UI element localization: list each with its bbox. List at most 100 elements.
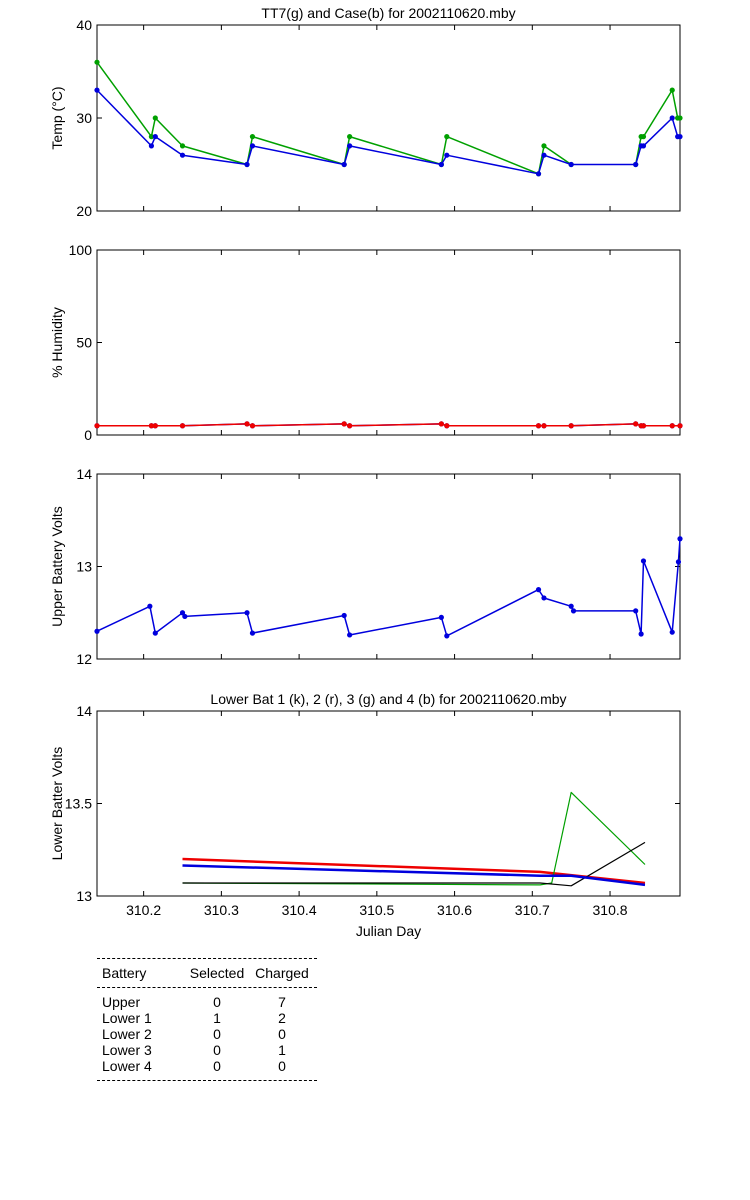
- data-point: [568, 161, 574, 168]
- data-point: [640, 134, 647, 140]
- row-selected: 0: [213, 1026, 221, 1042]
- data-point: [341, 421, 347, 427]
- data-point: [438, 421, 444, 427]
- row-battery: Lower 2: [102, 1026, 152, 1042]
- data-point: [152, 134, 158, 140]
- series-line: [634, 89, 680, 165]
- data-point: [244, 610, 250, 616]
- data-point: [249, 630, 256, 636]
- data-point: [341, 161, 347, 168]
- header-charged: Charged: [255, 965, 309, 981]
- row-charged: 0: [278, 1058, 286, 1074]
- data-point: [249, 134, 256, 140]
- row-battery: Upper: [102, 994, 141, 1010]
- data-point: [148, 143, 155, 149]
- data-point: [568, 603, 574, 609]
- data-point: [633, 421, 639, 427]
- data-point: [669, 115, 675, 121]
- row-selected: 0: [213, 1042, 221, 1058]
- x-tick-label: 310.3: [204, 902, 239, 918]
- data-point: [444, 134, 450, 140]
- table-row: Upper 0 7: [97, 994, 317, 1010]
- data-point: [669, 629, 675, 635]
- plot-frame: [96, 473, 681, 660]
- data-point: [444, 423, 450, 429]
- table-rule-bottom: [97, 1080, 317, 1081]
- data-point: [244, 421, 250, 427]
- table-row: Lower 4 0 0: [97, 1058, 317, 1074]
- x-tick-label: 310.5: [359, 902, 394, 918]
- x-tick-label: 310.8: [593, 902, 628, 918]
- data-point: [568, 423, 574, 429]
- row-selected: 0: [213, 994, 221, 1010]
- data-point: [347, 143, 353, 149]
- row-selected: 1: [213, 1010, 221, 1026]
- row-selected: 0: [213, 1058, 221, 1074]
- data-point: [541, 143, 547, 149]
- y-axis-label: Lower Batter Volts: [49, 747, 65, 861]
- y-tick-label: 50: [76, 335, 92, 351]
- y-tick-label: 12: [76, 651, 92, 667]
- data-point: [570, 608, 577, 614]
- data-point: [152, 423, 158, 429]
- data-point: [444, 633, 450, 639]
- data-point: [249, 143, 256, 149]
- data-point: [94, 59, 100, 65]
- data-point: [633, 608, 639, 614]
- data-point: [444, 152, 450, 158]
- battery-temperature-figure: 20 30 40 TT7(g) and Case(b) for 2002110620.…: [49, 5, 683, 939]
- data-point: [341, 612, 347, 619]
- y-axis-label: Upper Battery Volts: [49, 506, 65, 627]
- data-point: [179, 152, 186, 158]
- data-point: [179, 423, 186, 429]
- data-point: [669, 87, 675, 93]
- row-charged: 0: [278, 1026, 286, 1042]
- data-point: [640, 143, 647, 149]
- series-line: [182, 841, 646, 887]
- data-point: [535, 587, 542, 593]
- y-tick-label: 20: [76, 203, 92, 219]
- data-point: [633, 161, 639, 168]
- y-tick-label: 0: [84, 427, 92, 443]
- x-axis-label: Julian Day: [356, 923, 421, 939]
- y-tick-label: 40: [76, 17, 92, 33]
- data-point: [677, 536, 683, 542]
- row-battery: Lower 3: [102, 1042, 152, 1058]
- y-axis-label: Temp (°C): [49, 86, 65, 149]
- x-tick-label: 310.2: [126, 902, 161, 918]
- row-charged: 1: [278, 1042, 286, 1058]
- data-point: [244, 161, 250, 168]
- data-point: [152, 630, 158, 636]
- row-battery: Lower 1: [102, 1010, 152, 1026]
- chart-title: TT7(g) and Case(b) for 2002110620.mby: [261, 5, 515, 21]
- y-tick-label: 13: [76, 888, 92, 904]
- plot-frame: [96, 24, 681, 212]
- data-point: [249, 423, 256, 429]
- row-charged: 7: [278, 994, 286, 1010]
- chart-title: Lower Bat 1 (k), 2 (r), 3 (g) and 4 (b) …: [210, 691, 566, 707]
- y-tick-label: 30: [76, 110, 92, 126]
- data-point: [438, 161, 444, 168]
- data-point: [147, 603, 153, 609]
- x-tick-label: 310.4: [282, 902, 317, 918]
- header-battery: Battery: [102, 965, 147, 981]
- series-line: [96, 89, 680, 175]
- data-point: [179, 143, 186, 149]
- data-point: [94, 628, 100, 634]
- y-tick-label: 13.5: [65, 796, 92, 812]
- data-point: [94, 423, 100, 429]
- y-tick-label: 14: [76, 466, 92, 482]
- table-row: Lower 1 1 2: [97, 1010, 317, 1026]
- data-point: [541, 152, 547, 158]
- row-charged: 2: [278, 1010, 286, 1026]
- data-point: [541, 423, 547, 429]
- data-point: [148, 134, 155, 140]
- y-tick-label: 13: [76, 559, 92, 575]
- data-point: [152, 115, 158, 121]
- y-tick-label: 14: [76, 703, 92, 719]
- data-point: [347, 423, 353, 429]
- plot-frame: [96, 249, 681, 436]
- series-line: [96, 538, 681, 637]
- data-point: [541, 595, 547, 601]
- data-point: [347, 134, 353, 140]
